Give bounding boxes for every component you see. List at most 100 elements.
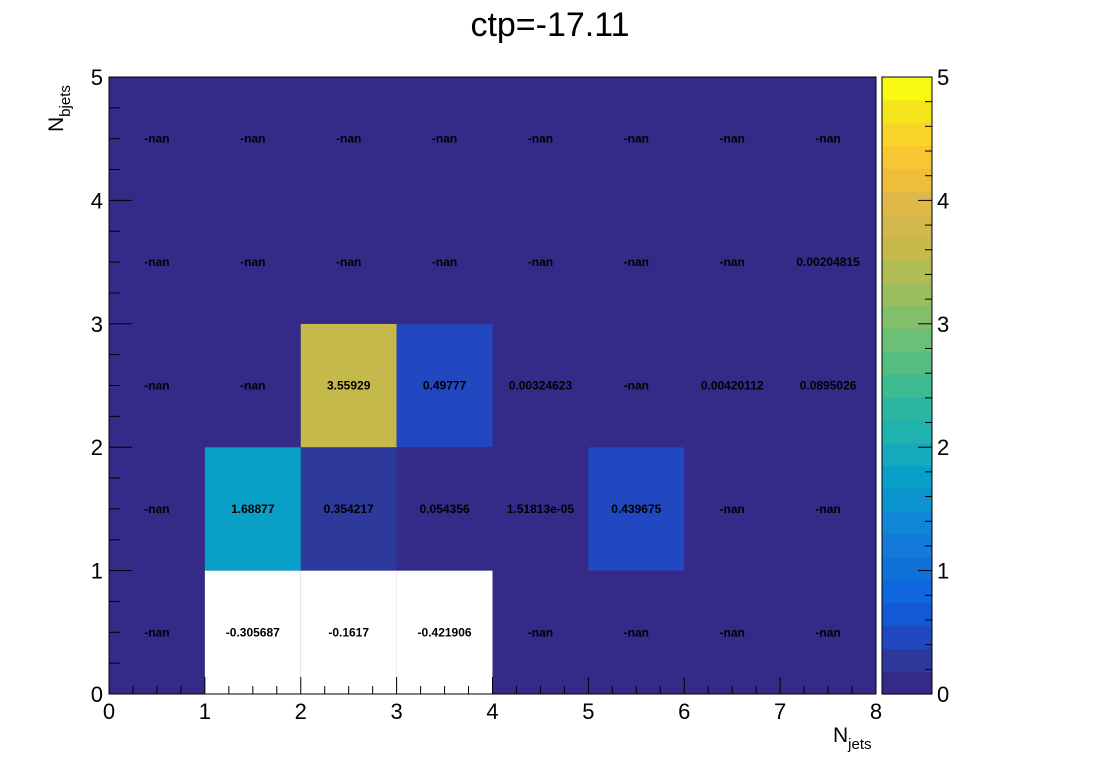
cell-value-label: -nan xyxy=(720,502,745,516)
heatmap-cell xyxy=(300,200,397,324)
cell-value-label: -nan xyxy=(144,625,169,639)
palette-swatch xyxy=(882,214,932,238)
heatmap-cell xyxy=(109,77,205,201)
cell-value-label: -nan xyxy=(624,255,649,269)
heatmap-cell xyxy=(588,323,685,448)
palette-tick-label: 4 xyxy=(937,188,949,213)
cell-value-label: 1.51813e-05 xyxy=(507,502,575,516)
palette-tick-label: 1 xyxy=(937,559,949,584)
palette-swatch xyxy=(882,556,932,581)
cell-value-label: -nan xyxy=(144,502,169,516)
y-tick-label: 0 xyxy=(91,682,103,707)
palette-swatch xyxy=(882,99,932,124)
heatmap-cell xyxy=(396,323,493,448)
x-tick-label: 1 xyxy=(199,699,211,724)
palette-tick-label: 0 xyxy=(937,682,949,707)
heatmap-cell xyxy=(204,323,301,448)
cell-value-label: -nan xyxy=(624,379,649,393)
heatmap-cells xyxy=(109,77,876,694)
heatmap-cell xyxy=(588,200,685,324)
palette-tick-label: 3 xyxy=(937,312,949,337)
heatmap-cell xyxy=(780,200,876,324)
cell-value-label: -nan xyxy=(240,132,265,146)
palette-tick-label: 2 xyxy=(937,435,949,460)
cell-value-label: -0.1617 xyxy=(328,625,369,639)
heatmap-cell xyxy=(492,570,589,694)
cell-value-label: -nan xyxy=(528,255,553,269)
palette-swatch xyxy=(882,488,932,512)
heatmap-cell xyxy=(300,323,397,448)
x-tick-label: 7 xyxy=(774,699,786,724)
x-axis-label-sub: jets xyxy=(847,736,871,753)
x-tick-label: 8 xyxy=(870,699,882,724)
cell-value-label: -0.305687 xyxy=(226,625,280,639)
x-tick-label: 3 xyxy=(391,699,403,724)
y-tick-label: 3 xyxy=(91,312,103,337)
palette-swatch xyxy=(882,374,932,398)
heatmap-cell xyxy=(396,570,493,694)
cell-value-label: -nan xyxy=(336,255,361,269)
chart-title: ctp=-17.11 xyxy=(470,6,629,44)
cell-value-label: -nan xyxy=(720,625,745,639)
palette-swatch xyxy=(882,282,932,307)
palette-swatch xyxy=(882,442,932,467)
palette-swatch xyxy=(882,305,932,329)
cell-value-label: -nan xyxy=(528,132,553,146)
y-axis-label: Nbjets xyxy=(45,85,74,132)
heatmap-cell xyxy=(588,77,685,201)
heatmap-cell xyxy=(300,570,397,694)
heatmap-cell xyxy=(204,200,301,324)
cell-value-label: -nan xyxy=(240,255,265,269)
palette-swatch xyxy=(882,122,932,147)
heatmap-cell xyxy=(396,200,493,324)
palette-border xyxy=(881,76,933,695)
heatmap-cell-labels: -nan -0.305687 -0.1617 -0.421906 -nan -nan -na… xyxy=(144,132,860,640)
y-axis-label-sub: bjets xyxy=(57,85,74,117)
cell-value-label: 0.00324623 xyxy=(509,379,573,393)
palette-swatch xyxy=(882,191,932,215)
cell-value-label: 0.354217 xyxy=(324,502,374,516)
cell-value-label: -nan xyxy=(815,132,840,146)
cell-value-label: -nan xyxy=(528,625,553,639)
y-tick-label: 4 xyxy=(91,188,103,213)
palette-swatch xyxy=(882,145,932,170)
cell-value-label: -nan xyxy=(144,132,169,146)
cell-value-label: 1.68877 xyxy=(231,502,275,516)
heatmap-cell xyxy=(684,570,781,694)
cell-value-label: -nan xyxy=(432,255,457,269)
cell-value-label: -nan xyxy=(720,255,745,269)
heatmap-cell xyxy=(588,447,685,571)
x-tick-label: 0 xyxy=(103,699,115,724)
heatmap-cell xyxy=(492,200,589,324)
cell-value-label: -nan xyxy=(432,132,457,146)
heatmap-cell xyxy=(204,447,301,571)
palette-swatch xyxy=(882,328,932,352)
cell-value-label: -nan xyxy=(336,132,361,146)
x-tick-label: 5 xyxy=(582,699,594,724)
palette-swatch xyxy=(882,259,932,284)
cell-value-label: -0.421906 xyxy=(418,625,472,639)
palette-swatch xyxy=(882,465,932,489)
palette-swatch xyxy=(882,602,932,627)
heatmap-cell xyxy=(300,77,397,201)
palette-swatch xyxy=(882,625,932,649)
heatmap-cell xyxy=(396,447,493,571)
cell-value-label: 0.00420112 xyxy=(701,379,764,393)
palette-swatch xyxy=(882,579,932,604)
y-tick-label: 5 xyxy=(91,65,103,90)
palette-swatch xyxy=(882,671,932,695)
cell-value-label: 3.55929 xyxy=(327,379,371,393)
palette-swatch xyxy=(882,351,932,375)
heatmap-cell xyxy=(109,323,205,448)
palette-swatch xyxy=(882,77,932,101)
color-palette-bar: 0 1 2 3 4 5 xyxy=(881,65,949,707)
palette-swatch xyxy=(882,419,932,444)
cell-value-label: -nan xyxy=(815,502,840,516)
palette-swatch xyxy=(882,396,932,421)
cell-value-label: -nan xyxy=(240,379,265,393)
cell-value-label: -nan xyxy=(144,379,169,393)
heatmap-cell xyxy=(204,570,301,694)
x-tick-label: 6 xyxy=(678,699,690,724)
x-tick-label: 4 xyxy=(486,699,498,724)
palette-swatch xyxy=(882,648,932,672)
